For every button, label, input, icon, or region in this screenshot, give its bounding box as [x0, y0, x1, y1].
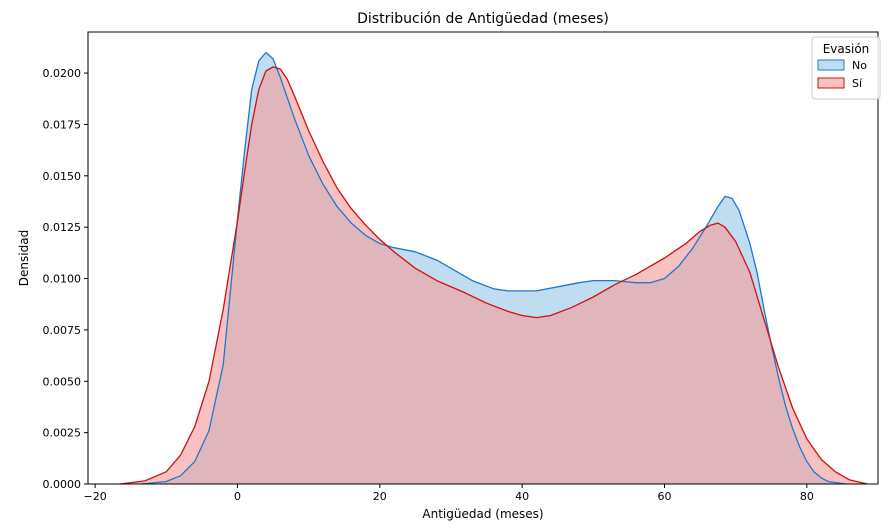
x-tick-label: 0	[234, 490, 241, 503]
y-tick-label: 0.0000	[43, 478, 82, 491]
legend-items: No Sí	[817, 59, 867, 90]
legend-swatch-1	[817, 77, 845, 89]
x-tick-label: 40	[515, 490, 529, 503]
y-tick-label: 0.0050	[43, 375, 82, 388]
series-1-area	[120, 66, 868, 485]
y-tick-label: 0.0200	[43, 67, 82, 80]
legend-swatch-0	[817, 59, 845, 71]
y-tick-label: 0.0025	[43, 427, 82, 440]
x-axis: −20 0 20 40 60 80	[84, 484, 814, 503]
plot-frame	[87, 31, 879, 485]
legend-title: Evasión	[823, 42, 870, 56]
legend-label-0: No	[852, 59, 867, 72]
series-1-line	[119, 66, 868, 485]
y-tick-label: 0.0100	[43, 273, 82, 286]
x-tick-label: 80	[800, 490, 814, 503]
y-axis-label: Densidad	[17, 230, 31, 286]
y-tick-label: 0.0150	[43, 170, 82, 183]
y-tick-label: 0.0075	[43, 324, 82, 337]
plot-area	[119, 51, 868, 485]
y-axis: 0.0000 0.0025 0.0050 0.0075 0.0100 0.0125 0.01…	[43, 67, 88, 491]
x-tick-label: 60	[657, 490, 671, 503]
legend-label-1: Sí	[852, 77, 863, 90]
x-tick-label: −20	[84, 490, 107, 503]
legend: Evasión No Sí	[811, 36, 881, 100]
y-tick-label: 0.0125	[43, 221, 82, 234]
chart-title: Distribución de Antigüedad (meses)	[357, 11, 609, 27]
x-tick-label: 20	[373, 490, 387, 503]
x-axis-label: Antigüedad (meses)	[422, 507, 543, 521]
y-tick-label: 0.0175	[43, 118, 82, 131]
